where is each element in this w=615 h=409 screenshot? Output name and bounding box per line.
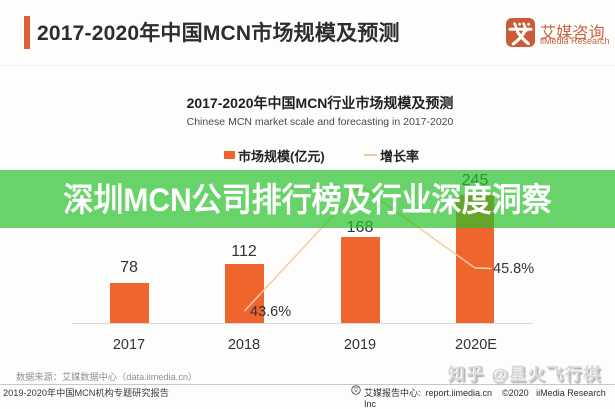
- svg-text:艾: 艾: [353, 386, 359, 394]
